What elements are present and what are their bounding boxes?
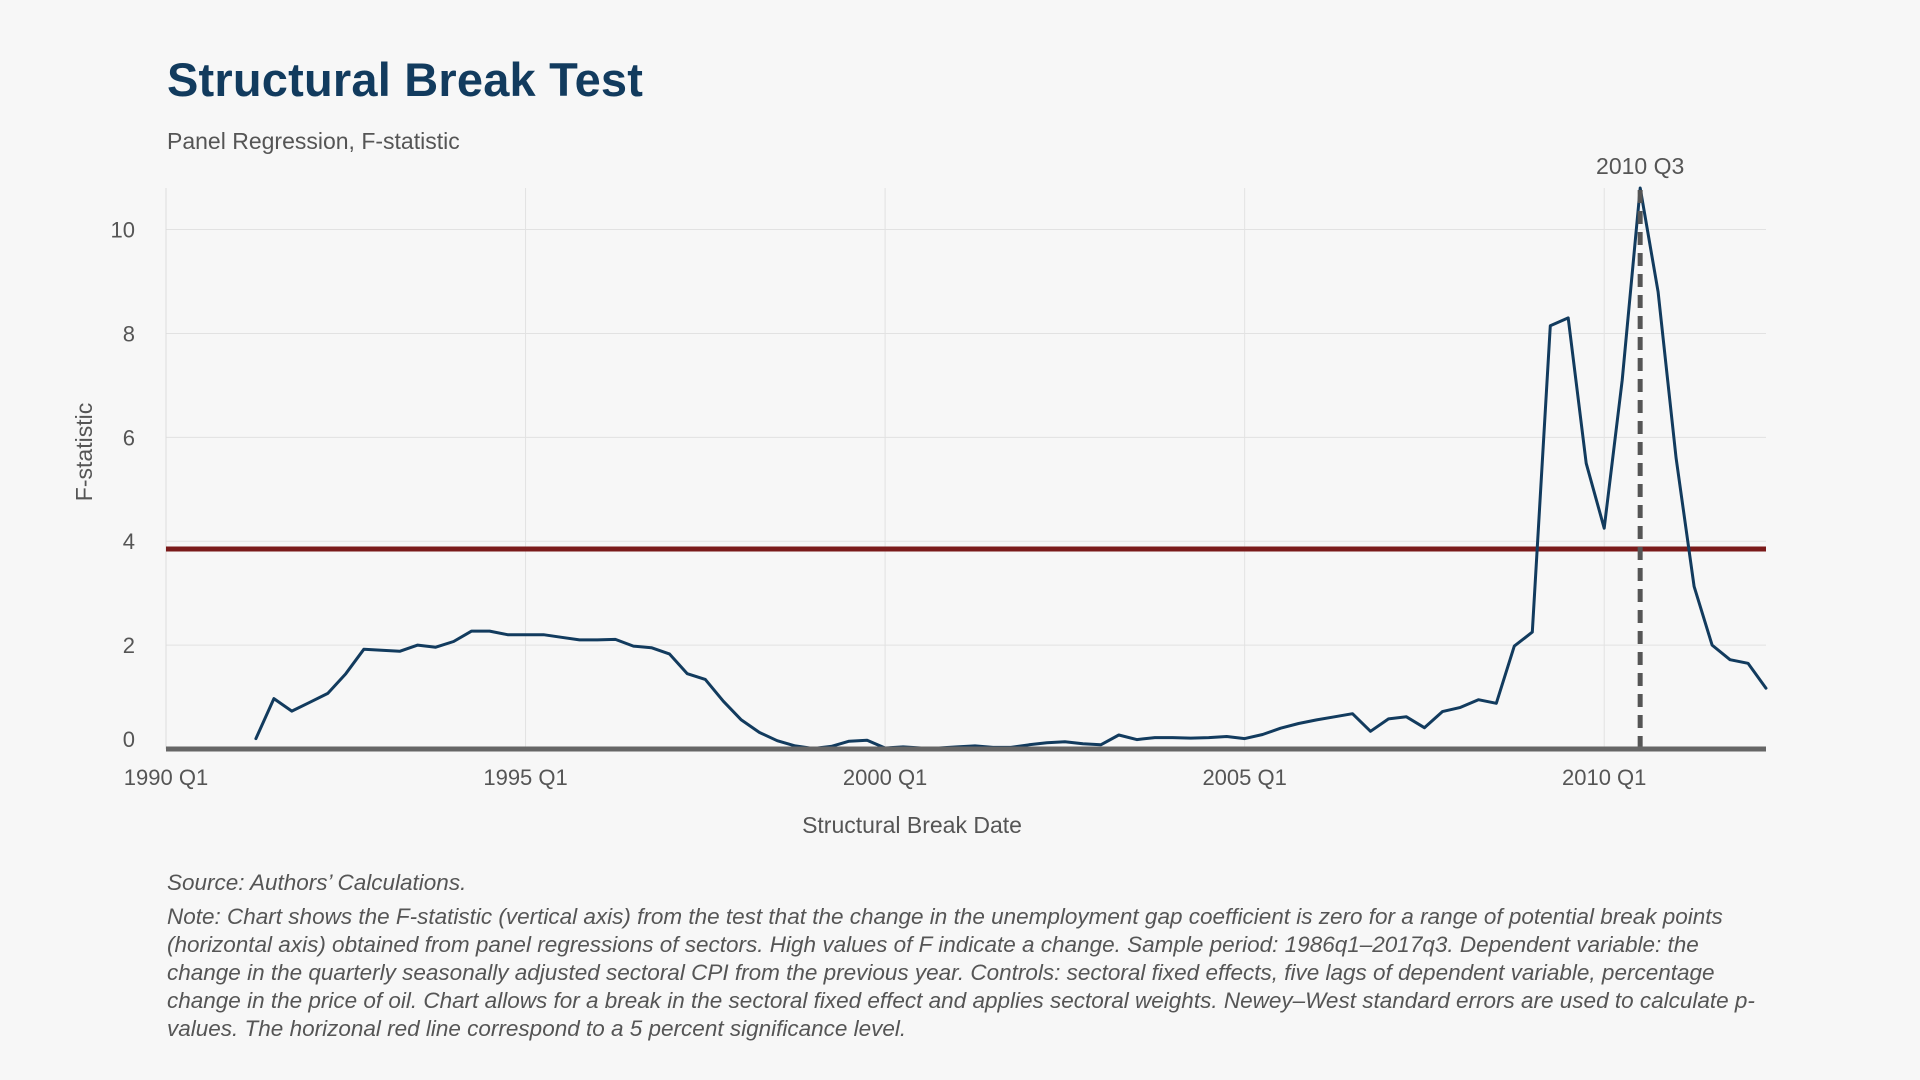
grid-layer (166, 188, 1766, 749)
chart-title: Structural Break Test (167, 53, 644, 106)
x-tick-label: 2000 Q1 (843, 765, 927, 790)
y-tick-label: 4 (123, 529, 135, 554)
x-tick-labels: 1990 Q1 1995 Q1 2000 Q1 2005 Q1 2010 Q1 (124, 765, 1647, 790)
y-tick-label: 8 (123, 321, 135, 346)
x-tick-label: 2010 Q1 (1562, 765, 1646, 790)
y-tick-label: 6 (123, 425, 135, 450)
y-tick-labels: 0 2 4 6 8 10 (111, 218, 135, 752)
x-tick-label: 1990 Q1 (124, 765, 208, 790)
x-tick-label: 1995 Q1 (483, 765, 567, 790)
y-axis-title: F-statistic (71, 403, 97, 501)
x-axis-title: Structural Break Date (802, 812, 1022, 838)
chart-note: Note: Chart shows the F-statistic (verti… (167, 904, 1755, 1041)
series-layer (254, 186, 1768, 750)
y-tick-label: 2 (123, 633, 135, 658)
y-tick-label: 10 (111, 218, 135, 243)
x-tick-label: 2005 Q1 (1202, 765, 1286, 790)
y-tick-label: 0 (123, 727, 135, 752)
series-line (254, 186, 1768, 750)
chart-subtitle: Panel Regression, F-statistic (167, 128, 460, 154)
source-note: Source: Authors’ Calculations. (167, 870, 467, 895)
break-marker-layer: 2010 Q3 (1596, 153, 1684, 749)
chart-plot: 2010 Q3 0 2 4 6 8 10 1990 Q1 1995 Q1 2000 Q1 200… (71, 153, 1768, 838)
break-marker-label: 2010 Q3 (1596, 153, 1684, 179)
